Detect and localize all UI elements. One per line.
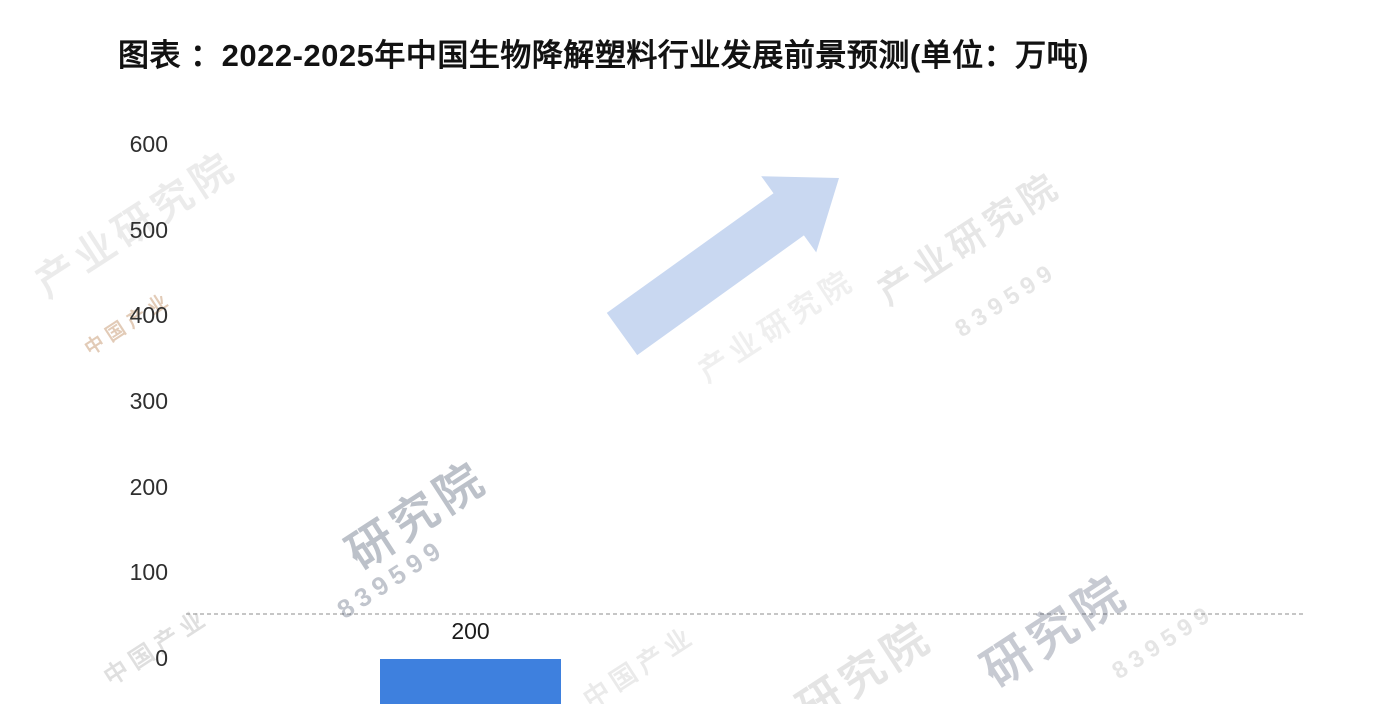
- watermark-text: 中国产业: [577, 619, 702, 704]
- y-tick-label: 0: [155, 644, 168, 671]
- x-axis-line: [186, 613, 1304, 615]
- bar-group-2022: 200 2022年E: [380, 618, 561, 704]
- watermark-text: 产业研究院: [870, 163, 1069, 313]
- watermark-text: 研究院: [973, 565, 1139, 698]
- watermark-text: 839599: [950, 257, 1063, 343]
- bar-2022: [380, 659, 561, 704]
- y-tick-label: 200: [129, 473, 168, 500]
- watermark-text: 研究院: [789, 611, 942, 704]
- watermark-text: 839599: [331, 532, 451, 625]
- y-tick-label: 500: [129, 216, 168, 243]
- growth-arrow-icon: [606, 176, 839, 356]
- growth-arrow-shape: [606, 176, 839, 356]
- y-tick-label: 300: [129, 387, 168, 414]
- y-axis: 0 100 200 300 400 500 600: [0, 45, 168, 704]
- y-tick-label: 600: [129, 130, 168, 157]
- y-tick-label: 100: [129, 559, 168, 586]
- watermark-text: 研究院: [337, 450, 497, 580]
- y-tick-label: 400: [129, 302, 168, 329]
- chart-title: 图表 ：2022-2025年中国生物降解塑料行业发展前景预测(单位：万吨): [118, 38, 1090, 73]
- bar-value-label: 200: [451, 618, 490, 644]
